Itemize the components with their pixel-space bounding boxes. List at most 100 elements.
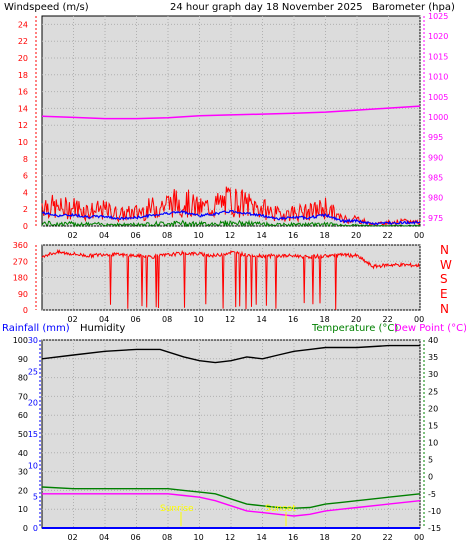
barometer-tick-label: 1005 (428, 93, 448, 102)
x-tick-label: 12 (225, 315, 235, 324)
barometer-tick-label: 995 (428, 133, 443, 142)
humidity-tick-label: 70 (18, 392, 28, 401)
barometer-tick-label: 975 (428, 214, 443, 223)
rainfall-tick-label: 25 (28, 367, 38, 376)
humidity-axis-title: Humidity (80, 323, 125, 334)
rainfall-tick-label: 5 (33, 493, 38, 502)
wind-direction-line (41, 248, 420, 310)
barometer-tick-label: 1015 (428, 52, 448, 61)
humidity-tick-label: 20 (18, 486, 28, 495)
rainfall-tick-label: 0 (33, 524, 38, 533)
windspeed-tick-label: 12 (18, 121, 28, 130)
x-tick-label: 06 (131, 315, 141, 324)
x-tick-label: 18 (320, 315, 330, 324)
x-tick-label: 10 (194, 231, 204, 240)
temperature-tick-label: 30 (428, 370, 438, 379)
x-tick-label: 20 (351, 315, 361, 324)
wind-gust-line (41, 186, 421, 227)
direction-tick-label: 180 (13, 274, 28, 283)
dewpoint-axis-title: Dew Point (°C) (394, 323, 466, 334)
humidity-tick-label: 10 (18, 505, 28, 514)
x-tick-label: 16 (288, 231, 298, 240)
windspeed-tick-label: 24 (18, 20, 28, 29)
x-tick-label: 06 (131, 231, 141, 240)
barometer-tick-label: 1010 (428, 73, 448, 82)
x-tick-label: 14 (257, 533, 267, 542)
windspeed-tick-label: 22 (18, 37, 28, 46)
x-tick-label: 20 (351, 231, 361, 240)
direction-tick-label: 360 (13, 241, 28, 250)
barometer-tick-label: 985 (428, 174, 443, 183)
x-tick-label: 14 (257, 231, 267, 240)
temperature-axis-title: Temperature (°C) (311, 323, 398, 334)
sunrise-label: Sunrise (160, 504, 194, 514)
x-tick-label: 08 (162, 315, 172, 324)
barometer-tick-label: 990 (428, 153, 443, 162)
temperature-tick-label: 20 (428, 404, 438, 413)
series-lines (41, 105, 421, 529)
graph-title: 24 hour graph day 18 November 2025 (170, 2, 363, 13)
gridlines (42, 16, 421, 529)
temperature-tick-label: 0 (428, 473, 433, 482)
x-tick-label: 04 (99, 533, 109, 542)
temperature-tick-label: -10 (428, 507, 441, 516)
x-tick-label: 10 (194, 533, 204, 542)
windspeed-tick-label: 6 (23, 172, 28, 181)
x-tick-label: 08 (162, 231, 172, 240)
sunset-label: Sunset (265, 504, 296, 514)
temperature-tick-label: 25 (428, 387, 438, 396)
barometer-line (41, 105, 421, 120)
dewpoint-line (42, 493, 421, 517)
barometer-tick-label: 980 (428, 194, 443, 203)
humidity-tick-label: 30 (18, 468, 28, 477)
humidity-tick-label: 0 (23, 524, 28, 533)
x-tick-label: 02 (68, 533, 78, 542)
humidity-tick-label: 90 (18, 355, 28, 364)
rainfall-tick-label: 20 (28, 399, 38, 408)
x-tick-label: 20 (351, 533, 361, 542)
x-tick-label: 08 (162, 533, 172, 542)
direction-letter-n-top: N (440, 243, 449, 257)
humidity-tick-label: 40 (18, 449, 28, 458)
barometer-tick-label: 1025 (428, 12, 448, 21)
windspeed-tick-label: 10 (18, 138, 28, 147)
windspeed-tick-label: 18 (18, 71, 28, 80)
windspeed-tick-label: 20 (18, 54, 28, 63)
temperature-tick-label: 35 (428, 353, 438, 362)
direction-letter-s: S (440, 272, 448, 286)
humidity-tick-label: 50 (18, 430, 28, 439)
barometer-axis-title: Barometer (hpa) (372, 2, 455, 13)
windspeed-tick-label: 0 (23, 222, 28, 231)
rainfall-tick-label: 10 (28, 461, 38, 470)
x-tick-label: 14 (257, 315, 267, 324)
rainfall-tick-label: 15 (28, 430, 38, 439)
humidity-tick-label: 100 (13, 336, 28, 345)
wind-average-line (41, 209, 421, 226)
direction-letter-n-bottom: N (440, 302, 449, 316)
x-tick-label: 16 (288, 533, 298, 542)
temperature-tick-label: 10 (428, 439, 438, 448)
x-tick-label: 18 (320, 231, 330, 240)
rainfall-tick-label: 30 (28, 336, 38, 345)
x-tick-label: 18 (320, 533, 330, 542)
humidity-line (41, 344, 420, 364)
x-tick-label: 22 (383, 315, 393, 324)
barometer-tick-label: 1020 (428, 32, 448, 41)
temperature-tick-label: 40 (428, 336, 438, 345)
windspeed-tick-label: 8 (23, 155, 28, 164)
temperature-tick-label: 15 (428, 421, 438, 430)
wind-low-line (41, 219, 421, 228)
x-tick-label: 04 (99, 231, 109, 240)
x-tick-label: 00 (414, 533, 424, 542)
temperature-tick-label: 5 (428, 456, 433, 465)
humidity-tick-label: 80 (18, 374, 28, 383)
windspeed-tick-label: 16 (18, 88, 28, 97)
temperature-tick-label: -5 (428, 490, 436, 499)
x-tick-label: 06 (131, 533, 141, 542)
direction-letter-e: E (440, 287, 448, 301)
x-tick-label: 02 (68, 231, 78, 240)
x-tick-label: 10 (194, 315, 204, 324)
windspeed-tick-label: 14 (18, 104, 28, 113)
